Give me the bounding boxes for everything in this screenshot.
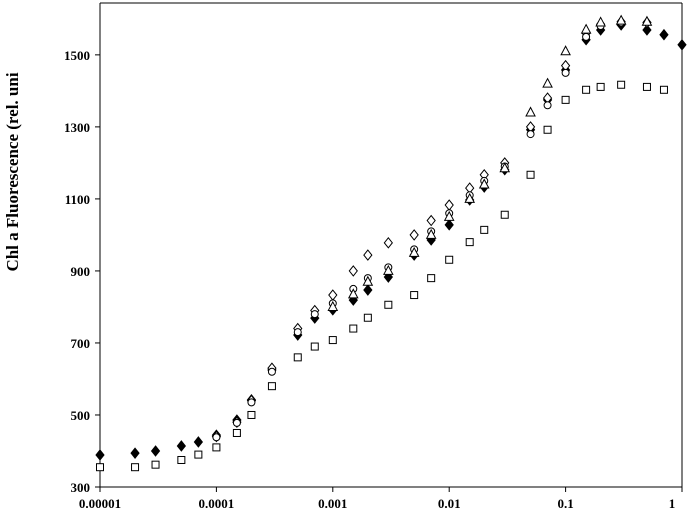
point <box>560 45 571 56</box>
point <box>232 418 241 427</box>
point <box>363 249 373 261</box>
point <box>383 264 394 275</box>
point <box>659 28 669 41</box>
point <box>362 275 374 286</box>
point <box>499 162 511 173</box>
y-tick-label: 1500 <box>64 48 90 63</box>
point <box>542 77 553 88</box>
point <box>363 284 373 296</box>
point <box>212 443 221 452</box>
y-tick-label: 1300 <box>64 120 90 135</box>
x-tick-label: 0.1 <box>557 496 573 511</box>
point <box>561 95 570 104</box>
point <box>247 398 256 407</box>
point <box>464 192 476 203</box>
point <box>328 289 338 301</box>
point <box>384 300 393 309</box>
point <box>444 199 454 211</box>
point <box>443 210 455 221</box>
point <box>383 237 393 249</box>
point <box>176 440 187 452</box>
x-tick-label: 0.01 <box>438 496 461 511</box>
x-tick-label: 0.00001 <box>79 496 121 511</box>
point <box>327 300 339 311</box>
x-tick-label: 1 <box>669 496 676 511</box>
point <box>526 130 535 139</box>
point <box>642 24 652 36</box>
point <box>659 85 668 94</box>
point <box>151 460 160 469</box>
point <box>617 80 626 89</box>
point <box>310 342 319 351</box>
point <box>409 229 419 241</box>
point <box>543 125 552 134</box>
point <box>427 274 436 283</box>
point <box>267 367 276 376</box>
point <box>596 82 605 91</box>
point <box>293 328 302 337</box>
point <box>212 433 221 442</box>
point <box>293 353 302 362</box>
point <box>641 15 653 26</box>
y-axis-label: Chl a Fluorescence (rel. uni <box>3 72 22 271</box>
y-tick-label: 500 <box>71 408 91 423</box>
point <box>480 225 489 234</box>
point <box>642 82 651 91</box>
point <box>445 255 454 264</box>
point <box>247 410 256 419</box>
point <box>177 455 186 464</box>
point <box>95 449 105 461</box>
point <box>349 324 358 333</box>
point <box>310 310 319 319</box>
point <box>426 214 436 227</box>
point <box>526 170 535 179</box>
point <box>582 32 591 41</box>
point <box>408 246 420 257</box>
point <box>478 178 490 189</box>
point <box>677 38 687 51</box>
point <box>500 210 509 219</box>
point <box>131 463 140 472</box>
y-tick-label: 1100 <box>65 192 90 207</box>
point <box>543 101 552 110</box>
point <box>444 219 454 231</box>
point <box>580 23 592 34</box>
point <box>232 428 241 437</box>
point <box>582 85 591 94</box>
point <box>465 238 474 247</box>
point <box>525 106 536 117</box>
point <box>328 336 337 345</box>
point <box>615 14 627 25</box>
point <box>194 450 203 459</box>
point <box>595 16 606 27</box>
x-tick-label: 0.0001 <box>199 496 235 511</box>
point <box>96 463 104 472</box>
point <box>561 68 570 77</box>
point <box>348 265 358 277</box>
point <box>425 228 437 239</box>
point <box>130 447 140 459</box>
y-tick-label: 700 <box>71 336 91 351</box>
point <box>150 445 161 457</box>
y-tick-label: 300 <box>71 480 91 495</box>
y-tick-label: 900 <box>71 264 91 279</box>
point <box>347 288 359 299</box>
point <box>363 313 372 322</box>
point <box>410 291 419 300</box>
point <box>267 382 276 391</box>
point <box>193 436 204 448</box>
x-tick-label: 0.001 <box>318 496 347 511</box>
